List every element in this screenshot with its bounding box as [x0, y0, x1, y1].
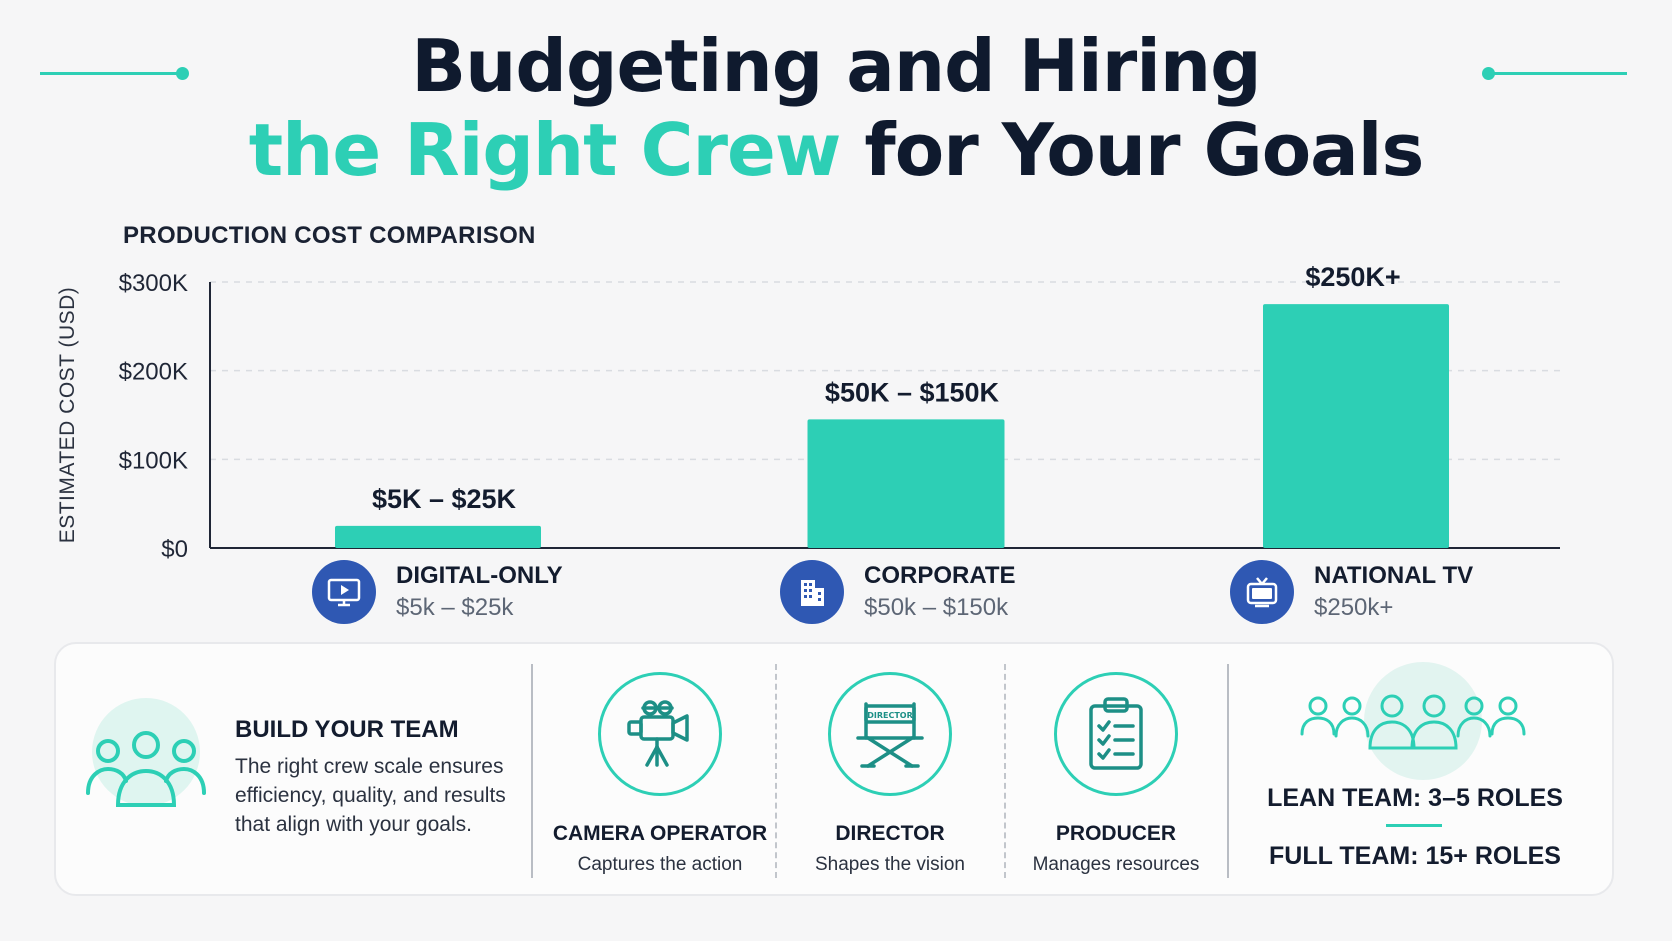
team-icon-glow	[92, 698, 200, 806]
panel-divider	[1004, 664, 1006, 878]
bar-digital-only	[335, 525, 541, 548]
lean-team-label: LEAN TEAM: 3–5 ROLES	[1267, 784, 1563, 812]
bar-corporate	[807, 419, 1005, 548]
category-national-tv: NATIONAL TV $250k+	[1230, 560, 1473, 624]
category-range: $250k+	[1314, 594, 1394, 621]
title-decoration-dot-right	[1482, 67, 1495, 80]
panel-divider	[775, 664, 777, 878]
bar-data-label: $50K – $150K	[825, 377, 1000, 407]
role-icon-circle	[1054, 672, 1178, 796]
chart-title: PRODUCTION COST COMPARISON	[123, 222, 536, 249]
video-camera-icon	[627, 700, 689, 767]
role-icon-circle	[598, 672, 722, 796]
title-decoration-line-left	[40, 72, 178, 75]
role-description: Shapes the vision	[815, 854, 965, 875]
role-description: Manages resources	[1032, 854, 1200, 875]
category-corporate: CORPORATE $50k – $150k	[780, 560, 1016, 624]
bar-data-label: $5K – $25K	[372, 484, 517, 514]
role-director: DIRECTOR DIRECTOR Shapes the vision	[780, 672, 1000, 876]
y-tick-label: $100K	[119, 447, 188, 474]
category-range: $50k – $150k	[864, 594, 1009, 621]
role-icon-circle: DIRECTOR	[828, 672, 952, 796]
category-name: CORPORATE	[864, 562, 1016, 589]
y-tick-label: $300K	[119, 270, 188, 297]
role-producer: PRODUCER Manages resources	[1006, 672, 1226, 876]
category-name: DIGITAL-ONLY	[396, 562, 563, 589]
office-building-icon	[780, 560, 844, 624]
role-name: PRODUCER	[1055, 822, 1177, 845]
bar-data-label: $250K+	[1305, 262, 1400, 292]
team-size-icon-glow	[1364, 662, 1482, 780]
page-title-line-2: the Right Crew for Your Goals	[0, 108, 1672, 192]
role-name: DIRECTOR	[835, 822, 945, 845]
monitor-play-icon	[312, 560, 376, 624]
director-chair-icon: DIRECTOR	[856, 702, 924, 768]
role-name: CAMERA OPERATOR	[552, 822, 768, 845]
title-decoration-line-right	[1489, 72, 1627, 75]
build-team-title: BUILD YOUR TEAM	[235, 716, 459, 743]
y-tick-label: $0	[161, 536, 188, 563]
page-title-rest: for Your Goals	[840, 108, 1424, 192]
television-icon	[1230, 560, 1294, 624]
y-tick-label: $200K	[119, 359, 188, 386]
y-axis-label: ESTIMATED COST (USD)	[56, 287, 79, 544]
cost-bar-chart: $0 $100K $200K $300K ESTIMATED COST (USD) $5K…	[56, 262, 1560, 563]
panel-divider	[531, 664, 533, 878]
panel-divider	[1227, 664, 1229, 878]
bar-national-tv	[1263, 304, 1449, 548]
team-size-divider	[1386, 824, 1442, 827]
team-group-icon	[86, 731, 206, 807]
director-chair-text: DIRECTOR	[867, 711, 913, 720]
page-title-accent: the Right Crew	[248, 108, 842, 192]
page-title-line-1: Budgeting and Hiring	[411, 24, 1261, 108]
team-panel	[54, 642, 1614, 896]
role-camera-operator: CAMERA OPERATOR Captures the action	[550, 672, 770, 876]
full-team-label: FULL TEAM: 15+ ROLES	[1269, 842, 1561, 870]
role-description: Captures the action	[577, 854, 743, 875]
category-name: NATIONAL TV	[1314, 562, 1474, 589]
team-size-group-icon	[1300, 694, 1526, 750]
build-team-description: The right crew scale ensures efficiency,…	[235, 755, 506, 836]
title-decoration-dot-left	[176, 67, 189, 80]
clipboard-checklist-icon	[1089, 697, 1143, 770]
category-digital-only: DIGITAL-ONLY $5k – $25k	[312, 560, 563, 624]
category-range: $5k – $25k	[396, 594, 514, 621]
